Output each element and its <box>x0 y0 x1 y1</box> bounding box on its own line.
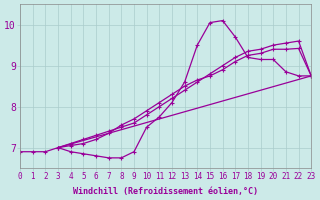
X-axis label: Windchill (Refroidissement éolien,°C): Windchill (Refroidissement éolien,°C) <box>73 187 258 196</box>
